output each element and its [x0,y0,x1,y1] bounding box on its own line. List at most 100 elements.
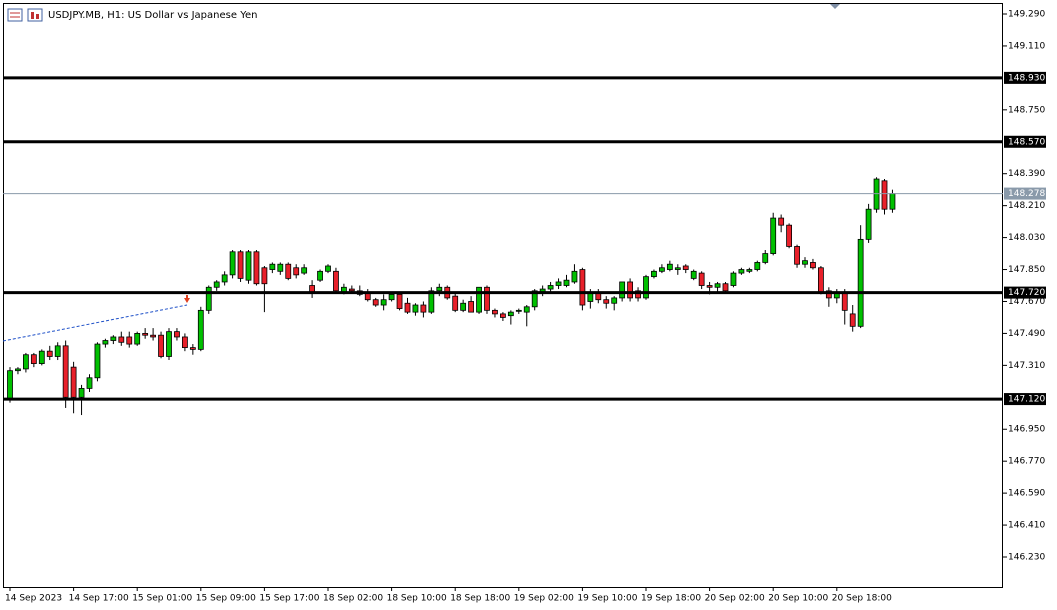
x-tick-label: 18 Sep 18:00 [450,594,510,604]
candle-body [754,262,761,270]
candle-body [682,265,689,270]
candle-body [30,354,37,364]
candle-body [158,334,164,357]
candle-body [547,285,554,290]
candle-body [603,299,610,304]
candle-body [261,267,268,285]
candle-body [794,246,800,265]
candle-body [627,281,633,299]
candle-body [436,286,443,292]
candle-body [555,281,562,286]
y-tick-label: 146.770 [1008,457,1045,467]
level-label-box [1004,393,1046,406]
candle-body [189,347,196,350]
candle-body [245,251,252,281]
candle-body [78,388,85,398]
x-tick-label: 18 Sep 10:00 [387,594,447,604]
x-tick-label: 19 Sep 10:00 [577,594,637,604]
candle-body [841,292,848,311]
candle-body [690,270,697,279]
candle-body [857,238,864,327]
candle-body [484,286,490,311]
candle-body [205,286,212,311]
trend-line [2,304,188,342]
candle-body [492,309,498,315]
candle-body [738,269,745,274]
x-tick-label: 15 Sep 01:00 [132,594,192,604]
candle-body [460,302,467,311]
shift-marker[interactable] [830,4,840,9]
y-tick-label: 146.410 [1008,521,1045,531]
level-label: 147.120 [1008,395,1045,405]
x-tick-label: 20 Sep 18:00 [832,594,892,604]
y-tick-label: 147.490 [1008,329,1045,339]
candle-body [325,265,331,272]
candle-body [563,279,570,286]
candle-body [102,340,109,345]
candle-body [778,217,785,226]
y-tick-label: 149.110 [1008,41,1045,51]
candle-body [746,269,753,272]
candle-body [420,304,427,313]
x-tick-label: 20 Sep 02:00 [705,594,765,604]
candle-body [388,293,395,301]
chart-title: USDJPY.MB, H1: US Dollar vs Japanese Yen [48,10,257,21]
candle-body [722,283,729,292]
x-tick-label: 19 Sep 18:00 [641,594,701,604]
candle-body [873,178,880,210]
level-label: 148.930 [1008,73,1045,83]
candle-body [635,290,641,299]
level-label-box [1004,286,1046,299]
y-tick-label: 148.750 [1008,105,1045,115]
level-label-box [1004,135,1046,148]
candle-body [134,333,141,345]
candle-body [507,311,514,317]
candle-body [269,263,276,270]
candle-body [348,288,355,292]
candle-body [333,270,339,292]
candle-body [150,334,157,338]
candle-body [810,262,816,269]
candle-body [253,251,260,285]
candle-body [118,336,125,343]
level-label: 148.570 [1008,137,1045,147]
x-tick-label: 15 Sep 17:00 [259,594,319,604]
candle-body [714,283,721,288]
y-tick-label: 148.210 [1008,201,1045,211]
candle-body [786,224,792,247]
candle-body [802,260,808,265]
price-label-box [1004,187,1046,200]
y-tick-label: 146.230 [1008,553,1045,563]
candle-body [452,295,459,311]
level-label-box [1004,71,1046,84]
candle-body [94,343,101,379]
candle-body [166,331,172,357]
candle-body [317,270,323,281]
x-tick-label: 19 Sep 02:00 [514,594,574,604]
candle-body [380,299,387,306]
candle-body [404,302,411,313]
icon-list[interactable] [7,8,23,22]
sell-arrow [184,295,190,303]
icon-chart[interactable] [27,8,43,22]
candle-body [372,299,379,306]
candle-body [110,336,117,341]
candle-body [476,286,482,313]
y-tick-label: 149.290 [1008,10,1045,20]
candle-body [730,272,737,286]
candle-body [666,263,673,270]
candle-body [181,336,188,349]
candle-body [515,309,522,312]
candle-body [643,276,649,299]
candle-body [468,301,475,313]
candle-body [889,193,896,210]
candle-body [818,267,824,294]
marks [7,177,896,416]
candle-body [293,267,300,276]
candle-body [619,281,626,299]
candle-body [237,251,244,279]
candle-body [825,290,832,299]
y-tick-label: 148.390 [1008,169,1045,179]
